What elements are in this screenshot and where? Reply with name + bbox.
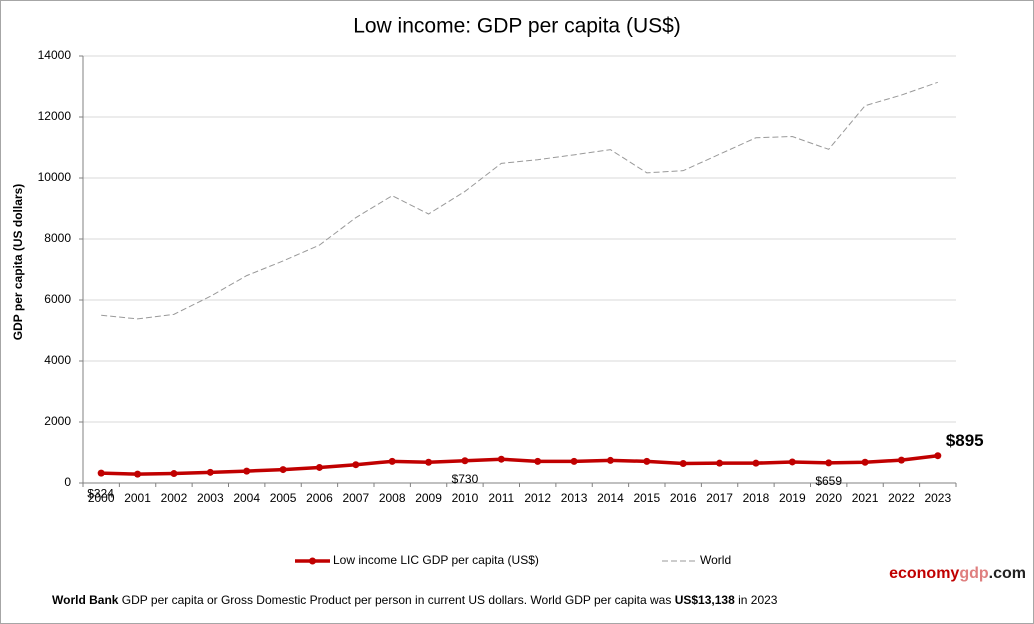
x-tick-label: 2023	[924, 491, 951, 505]
footer-part: World Bank	[52, 593, 119, 607]
data-label: $659	[815, 474, 842, 488]
y-tick-label: 2000	[44, 414, 71, 428]
marker	[170, 470, 178, 478]
footer: World Bank GDP per capita or Gross Domes…	[52, 593, 778, 607]
marker	[752, 459, 760, 467]
marker	[861, 458, 869, 466]
x-tick-label: 2012	[524, 491, 551, 505]
footer-part: GDP per capita or Gross Domestic Product…	[122, 593, 672, 607]
chart-title: Low income: GDP per capita (US$)	[353, 15, 681, 38]
y-tick-label: 4000	[44, 353, 71, 367]
marker	[134, 470, 142, 478]
x-tick-label: 2014	[597, 491, 624, 505]
data-label: $324	[87, 486, 114, 500]
marker	[206, 468, 214, 476]
brand-part: gdp	[959, 565, 989, 582]
x-tick-label: 2022	[888, 491, 915, 505]
footer-part: US$13,138	[675, 593, 735, 607]
x-tick-label: 2001	[124, 491, 151, 505]
y-tick-label: 8000	[44, 231, 71, 245]
x-tick-label: 2021	[852, 491, 879, 505]
data-label: $895	[946, 431, 984, 450]
marker	[425, 458, 433, 466]
x-tick-label: 2005	[270, 491, 297, 505]
brand-part: .com	[989, 565, 1026, 582]
marker	[716, 459, 724, 467]
x-tick-label: 2003	[197, 491, 224, 505]
x-tick-label: 2013	[561, 491, 588, 505]
x-tick-label: 2019	[779, 491, 806, 505]
x-tick-label: 2016	[670, 491, 697, 505]
y-axis-label: GDP per capita (US dollars)	[11, 184, 25, 341]
x-tick-label: 2007	[342, 491, 369, 505]
x-tick-label: 2020	[815, 491, 842, 505]
x-tick-label: 2006	[306, 491, 333, 505]
marker	[497, 455, 505, 463]
x-tick-label: 2011	[488, 491, 514, 505]
marker	[606, 456, 614, 464]
x-tick-label: 2010	[452, 491, 479, 505]
marker	[788, 458, 796, 466]
marker	[279, 466, 287, 474]
marker	[934, 452, 942, 460]
series-line	[101, 81, 938, 320]
series-line	[101, 453, 939, 476]
marker	[534, 457, 542, 465]
marker	[352, 461, 360, 469]
marker	[897, 456, 905, 464]
brand: economygdp.com	[889, 565, 1026, 582]
x-tick-label: 2008	[379, 491, 406, 505]
marker	[388, 457, 396, 465]
y-tick-label: 6000	[44, 292, 71, 306]
x-tick-label: 2009	[415, 491, 442, 505]
y-tick-label: 10000	[38, 170, 72, 184]
x-tick-label: 2015	[633, 491, 660, 505]
legend-label: Low income LIC GDP per capita (US$)	[333, 553, 539, 567]
x-tick-label: 2000	[88, 491, 115, 505]
x-tick-label: 2017	[706, 491, 733, 505]
y-tick-label: 12000	[38, 109, 72, 123]
y-tick-label: 14000	[38, 48, 72, 62]
marker	[679, 459, 687, 467]
marker	[643, 457, 651, 465]
data-label: $730	[452, 472, 479, 486]
legend-marker	[309, 557, 316, 565]
x-tick-label: 2004	[233, 491, 260, 505]
x-tick-label: 2002	[161, 491, 188, 505]
x-tick-label: 2018	[743, 491, 770, 505]
footer-part: in 2023	[738, 593, 778, 607]
legend-label: World	[700, 553, 731, 567]
marker	[243, 467, 251, 475]
marker	[461, 457, 469, 465]
y-tick-label: 0	[64, 475, 71, 489]
marker	[97, 469, 105, 477]
marker	[825, 459, 833, 467]
marker	[570, 457, 578, 465]
brand-part: economy	[889, 565, 959, 582]
marker	[315, 463, 323, 471]
